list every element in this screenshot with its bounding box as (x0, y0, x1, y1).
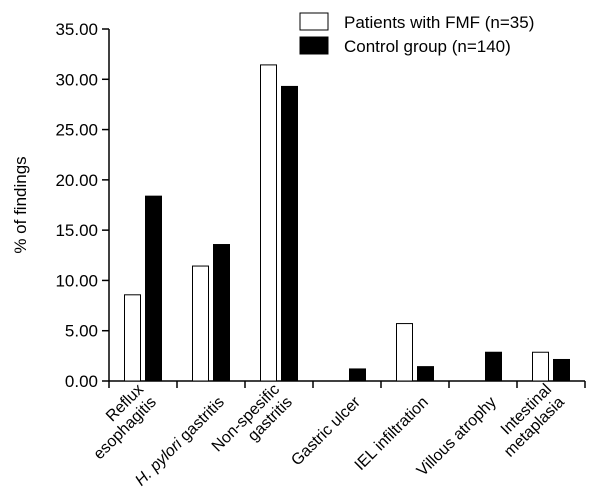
x-category-italic: H. pylori (132, 436, 186, 490)
y-tick-label: 25.00 (55, 121, 98, 140)
y-tick-label: 5.00 (65, 322, 98, 341)
bar-control (485, 351, 502, 382)
chart-axes: 0.00 5.00 10.00 15.00 20.00 25.00 30.00 35.00 (55, 20, 586, 391)
bar-control (349, 368, 366, 382)
bar-control (281, 85, 298, 382)
y-axis-title: % of findings (11, 156, 30, 253)
bar-fmf (192, 265, 209, 382)
bar-control (213, 244, 230, 382)
legend-label: Patients with FMF (n=35) (344, 13, 534, 32)
x-category-label: Gastric ulcer (288, 393, 364, 469)
legend-label: Control group (n=140) (344, 37, 511, 56)
bar-fmf (124, 294, 141, 382)
bar-control (417, 366, 434, 382)
legend-swatch (299, 12, 329, 31)
y-tick-label: 15.00 (55, 221, 98, 240)
chart-legend: Patients with FMF (n=35) Control group (n… (299, 12, 534, 56)
bar-fmf (396, 323, 413, 382)
y-tick-label: 35.00 (55, 20, 98, 39)
bar-fmf (260, 64, 277, 382)
x-category-line: Gastric ulcer (288, 393, 364, 469)
bar-control (145, 195, 162, 382)
y-tick-label: 30.00 (55, 70, 98, 89)
y-tick-label: 0.00 (65, 372, 98, 391)
y-tick-label: 10.00 (55, 271, 98, 290)
bar-control (553, 358, 570, 382)
y-tick-label: 20.00 (55, 171, 98, 190)
chart-bars (124, 64, 570, 382)
bar-fmf (532, 351, 549, 382)
legend-swatch (299, 36, 329, 55)
